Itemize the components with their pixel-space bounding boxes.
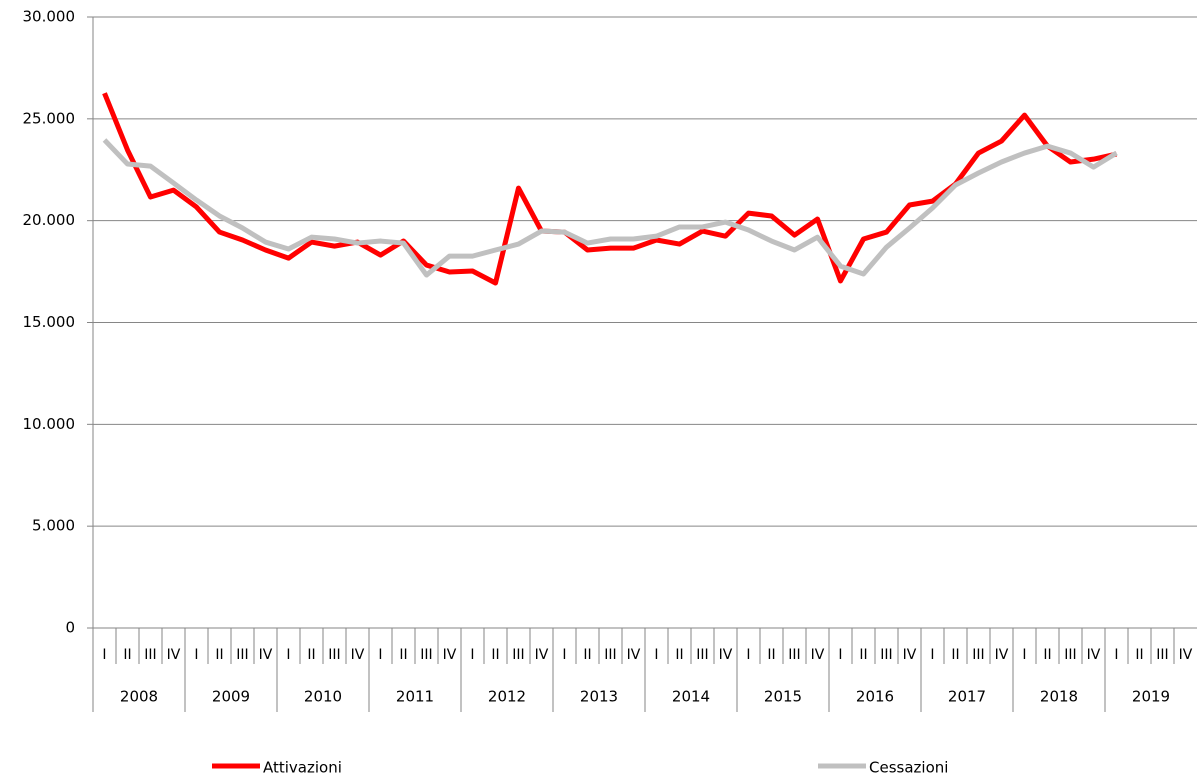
x-tick-label: I bbox=[654, 647, 658, 663]
x-tick-label: III bbox=[972, 647, 984, 663]
x-tick-label: II bbox=[123, 647, 131, 663]
x-tick-label: III bbox=[1064, 647, 1076, 663]
x-tick-label: IV bbox=[535, 647, 549, 663]
x-tick-label: I bbox=[102, 647, 106, 663]
x-tick-label: IV bbox=[443, 647, 457, 663]
year-label: 2013 bbox=[580, 688, 618, 706]
year-label: 2019 bbox=[1132, 688, 1170, 706]
x-tick-label: III bbox=[880, 647, 892, 663]
legend-label: Attivazioni bbox=[263, 759, 342, 776]
x-tick-label: II bbox=[859, 647, 867, 663]
x-tick-label: I bbox=[746, 647, 750, 663]
year-label: 2017 bbox=[948, 688, 986, 706]
y-tick-label: 20.000 bbox=[23, 211, 76, 229]
x-tick-label: I bbox=[930, 647, 934, 663]
x-tick-label: III bbox=[788, 647, 800, 663]
year-label: 2009 bbox=[212, 688, 250, 706]
x-tick-label: II bbox=[675, 647, 683, 663]
x-tick-label: IV bbox=[995, 647, 1009, 663]
x-tick-label: I bbox=[470, 647, 474, 663]
x-tick-label: I bbox=[562, 647, 566, 663]
x-tick-label: III bbox=[604, 647, 616, 663]
x-tick-label: II bbox=[307, 647, 315, 663]
x-tick-label: II bbox=[767, 647, 775, 663]
y-tick-label: 15.000 bbox=[23, 313, 76, 331]
x-tick-label: III bbox=[144, 647, 156, 663]
year-label: 2015 bbox=[764, 688, 802, 706]
x-tick-label: III bbox=[420, 647, 432, 663]
x-tick-label: IV bbox=[627, 647, 641, 663]
year-label: 2016 bbox=[856, 688, 894, 706]
x-tick-label: III bbox=[236, 647, 248, 663]
series-line bbox=[102, 92, 1118, 286]
x-tick-label: III bbox=[328, 647, 340, 663]
x-tick-label: I bbox=[838, 647, 842, 663]
x-tick-label: II bbox=[1135, 647, 1143, 663]
y-tick-label: 30.000 bbox=[23, 8, 76, 26]
x-tick-label: IV bbox=[1087, 647, 1101, 663]
year-label: 2012 bbox=[488, 688, 526, 706]
x-tick-label: II bbox=[1043, 647, 1051, 663]
x-tick-label: IV bbox=[351, 647, 365, 663]
x-tick-label: II bbox=[399, 647, 407, 663]
year-label: 2008 bbox=[120, 688, 158, 706]
y-tick-label: 10.000 bbox=[23, 415, 76, 433]
x-tick-label: II bbox=[583, 647, 591, 663]
x-tick-label: IV bbox=[259, 647, 273, 663]
x-tick-label: IV bbox=[811, 647, 825, 663]
x-tick-label: III bbox=[1156, 647, 1168, 663]
x-tick-label: I bbox=[194, 647, 198, 663]
x-tick-label: III bbox=[512, 647, 524, 663]
x-tick-label: IV bbox=[903, 647, 917, 663]
x-tick-label: I bbox=[378, 647, 382, 663]
y-tick-label: 0 bbox=[65, 619, 75, 637]
legend-label: Cessazioni bbox=[869, 759, 948, 776]
x-tick-label: IV bbox=[719, 647, 733, 663]
x-tick-label: I bbox=[1114, 647, 1118, 663]
x-tick-label: I bbox=[286, 647, 290, 663]
x-tick-label: III bbox=[696, 647, 708, 663]
x-tick-label: IV bbox=[167, 647, 181, 663]
series-line bbox=[102, 138, 1118, 278]
x-tick-label: II bbox=[951, 647, 959, 663]
x-tick-label: II bbox=[491, 647, 499, 663]
year-label: 2011 bbox=[396, 688, 434, 706]
y-tick-label: 25.000 bbox=[23, 109, 76, 127]
year-label: 2014 bbox=[672, 688, 710, 706]
x-tick-label: II bbox=[215, 647, 223, 663]
year-label: 2010 bbox=[304, 688, 342, 706]
year-label: 2018 bbox=[1040, 688, 1078, 706]
y-tick-label: 5.000 bbox=[32, 517, 75, 535]
x-tick-label: IV bbox=[1179, 647, 1193, 663]
x-tick-label: I bbox=[1022, 647, 1026, 663]
